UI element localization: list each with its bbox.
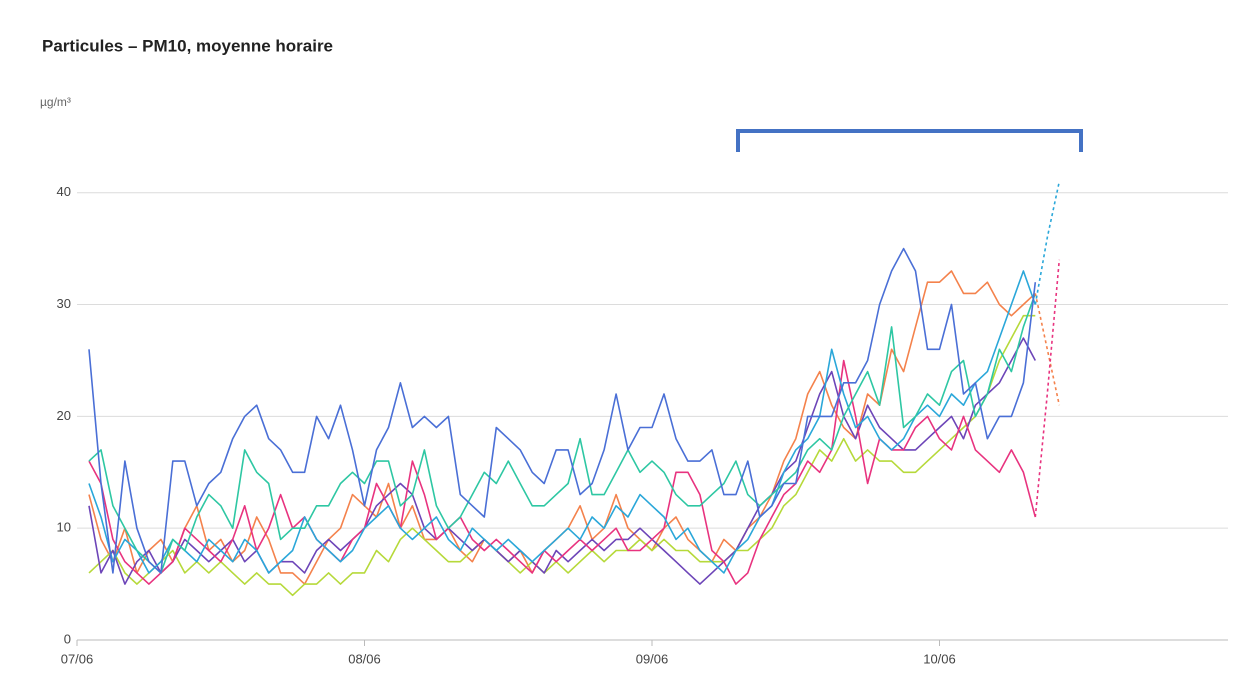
y-tick-label: 10: [57, 520, 71, 535]
y-unit: µg/m³: [40, 95, 71, 109]
x-tick-label: 08/06: [348, 651, 381, 666]
y-tick-label: 30: [57, 296, 71, 311]
series-line: [88, 270, 1036, 585]
forecast-line: [1034, 181, 1061, 305]
x-tick-label: 07/06: [61, 651, 94, 666]
forecast-line: [1034, 293, 1061, 406]
series-line: [88, 359, 1037, 585]
series-line: [88, 293, 1037, 574]
x-tick-label: 09/06: [636, 651, 669, 666]
x-tick-label: 10/06: [923, 651, 956, 666]
series-line: [88, 337, 1037, 585]
y-tick-label: 20: [57, 408, 71, 423]
chart-title: Particules – PM10, moyenne horaire: [42, 36, 333, 55]
series-line: [88, 247, 1037, 574]
series-line: [88, 314, 1036, 597]
series-line: [88, 270, 1037, 574]
y-tick-label: 40: [57, 184, 71, 199]
y-tick-label: 0: [64, 631, 71, 646]
highlight-bracket: [736, 129, 1083, 152]
